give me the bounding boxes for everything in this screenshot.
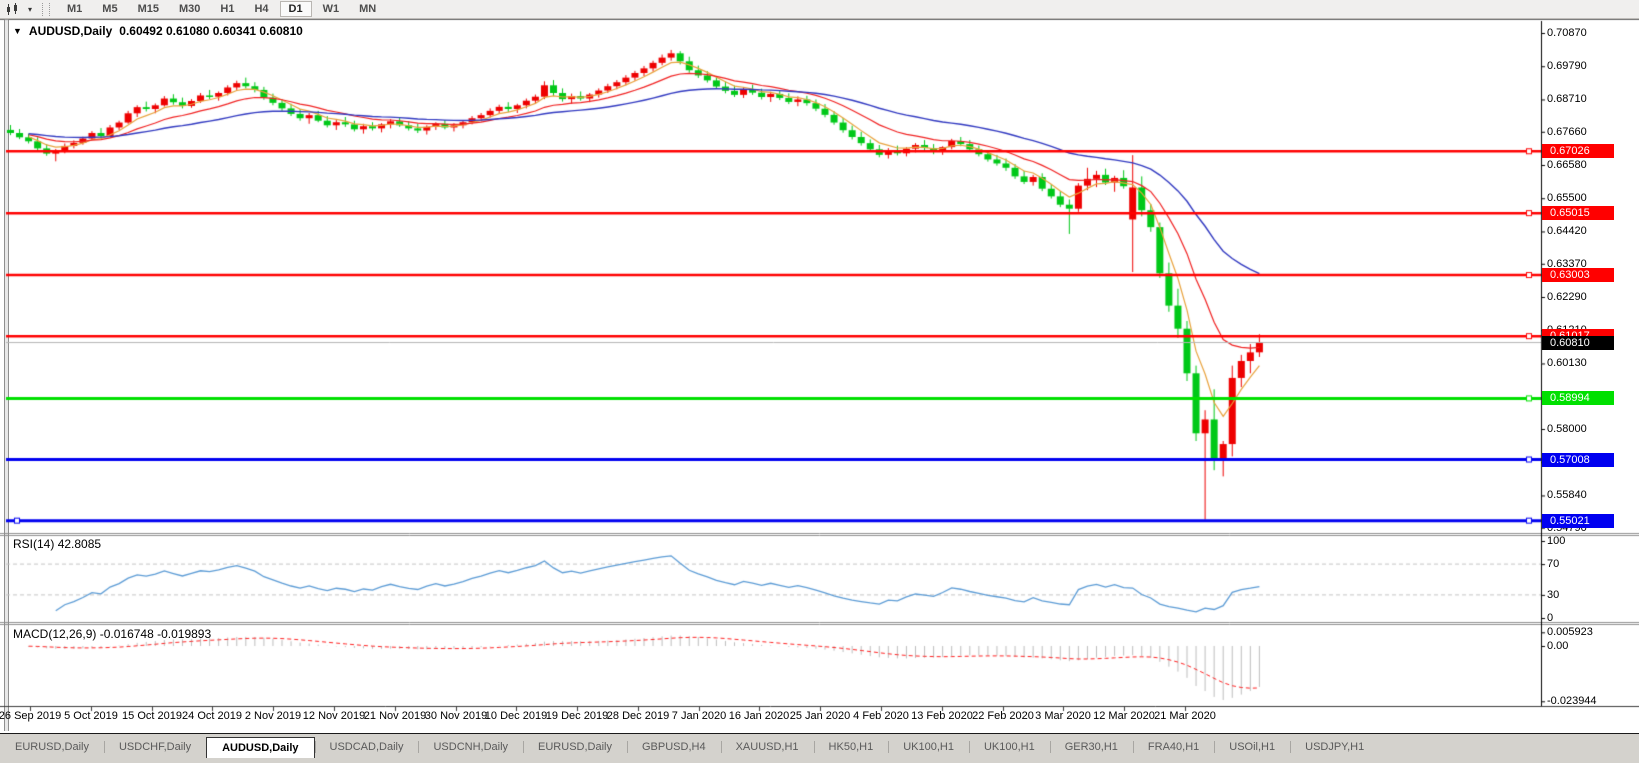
price-tick: 0.66580: [1547, 159, 1587, 171]
price-tick: 0.62290: [1547, 291, 1587, 303]
price-tick: 0.65500: [1547, 192, 1587, 204]
date-label: 21 Mar 2020: [1154, 710, 1216, 722]
chart-tab-7[interactable]: XAUUSD,H1: [720, 737, 814, 757]
price-line-label: 0.57008: [1542, 453, 1614, 467]
macd-tick: -0.023944: [1547, 695, 1597, 707]
price-line-label: 0.55021: [1542, 514, 1614, 528]
price-tick: 0.63370: [1547, 258, 1587, 270]
date-label: 7 Jan 2020: [671, 710, 727, 722]
macd-indicator-label: MACD(12,26,9) -0.016748 -0.019893: [13, 627, 211, 641]
rsi-value: 42.8085: [57, 537, 102, 551]
date-label: 25 Jan 2020: [789, 710, 851, 722]
date-label: 16 Jan 2020: [728, 710, 790, 722]
price-line-label: 0.63003: [1542, 268, 1614, 282]
date-label: 30 Nov 2019: [424, 710, 488, 722]
chart-tab-13[interactable]: USOil,H1: [1214, 737, 1290, 757]
price-line-label: 0.58994: [1542, 391, 1614, 405]
price-line-label: 0.67026: [1542, 144, 1614, 158]
rsi-tick: 30: [1547, 589, 1560, 601]
collapse-icon[interactable]: ▼: [13, 26, 22, 36]
chart-tab-1[interactable]: USDCHF,Daily: [103, 737, 206, 757]
date-label: 12 Nov 2019: [302, 710, 366, 722]
date-label: 4 Feb 2020: [853, 710, 909, 722]
chart-tab-11[interactable]: GER30,H1: [1049, 737, 1133, 757]
macd-values: -0.016748 -0.019893: [99, 627, 212, 641]
date-label: 24 Oct 2019: [182, 710, 242, 722]
chart-tab-bar: EURUSD,Daily USDCHF,Daily AUDUSD,Daily USDC…: [0, 733, 1639, 763]
chart-symbol-period: AUDUSD,Daily: [28, 24, 113, 38]
chart-tab-8[interactable]: HK50,H1: [813, 737, 889, 757]
macd-tick: 0.005923: [1547, 626, 1593, 638]
price-line-label: 0.65015: [1542, 206, 1614, 220]
price-tick: 0.69790: [1547, 60, 1587, 72]
date-label: 5 Oct 2019: [64, 710, 118, 722]
chart-tab-5[interactable]: EURUSD,Daily: [523, 737, 627, 757]
date-label: 22 Feb 2020: [972, 710, 1034, 722]
date-label: 12 Mar 2020: [1093, 710, 1155, 722]
rsi-tick: 100: [1547, 535, 1566, 547]
price-tick: 0.68710: [1547, 93, 1587, 105]
chart-ohlc-values: 0.60492 0.61080 0.60341 0.60810: [119, 24, 303, 38]
price-tick: 0.60130: [1547, 357, 1587, 369]
pane-divider-macd[interactable]: [0, 620, 1639, 627]
chart-tab-3[interactable]: USDCAD,Daily: [314, 737, 419, 757]
price-tick: 0.70870: [1547, 27, 1587, 39]
date-label: 10 Dec 2019: [484, 710, 548, 722]
rsi-tick: 0: [1547, 612, 1554, 624]
chart-tab-10[interactable]: UK100,H1: [968, 737, 1050, 757]
date-label: 28 Dec 2019: [606, 710, 670, 722]
date-label: 21 Nov 2019: [363, 710, 427, 722]
chart-tab-14[interactable]: USDJPY,H1: [1290, 737, 1379, 757]
chart-tab-2[interactable]: AUDUSD,Daily: [206, 737, 315, 758]
chart-tab-12[interactable]: FRA40,H1: [1132, 737, 1214, 757]
rsi-indicator-label: RSI(14) 42.8085: [13, 537, 101, 551]
date-label: 15 Oct 2019: [122, 710, 182, 722]
price-tick: 0.55840: [1547, 489, 1587, 501]
date-label: 19 Dec 2019: [545, 710, 609, 722]
chart-tab-9[interactable]: UK100,H1: [888, 737, 969, 757]
chart-tab-6[interactable]: GBPUSD,H4: [627, 737, 721, 757]
macd-tick: 0.00: [1547, 640, 1569, 652]
rsi-name: RSI(14): [13, 537, 55, 551]
date-label: 13 Feb 2020: [911, 710, 973, 722]
rsi-tick: 70: [1547, 558, 1560, 570]
price-tick: 0.64420: [1547, 225, 1587, 237]
date-label: 2 Nov 2019: [244, 710, 302, 722]
price-tick: 0.58000: [1547, 423, 1587, 435]
chart-tab-0[interactable]: EURUSD,Daily: [15, 741, 89, 753]
current-price-label: 0.60810: [1542, 336, 1614, 350]
date-label: 26 Sep 2019: [0, 710, 62, 722]
macd-name: MACD(12,26,9): [13, 627, 97, 641]
pane-divider-rsi[interactable]: [0, 529, 1639, 536]
chart-title: ▼ AUDUSD,Daily 0.60492 0.61080 0.60341 0…: [13, 24, 303, 38]
chart-tab-4[interactable]: USDCNH,Daily: [418, 737, 523, 757]
date-label: 3 Mar 2020: [1035, 710, 1091, 722]
price-tick: 0.67660: [1547, 126, 1587, 138]
